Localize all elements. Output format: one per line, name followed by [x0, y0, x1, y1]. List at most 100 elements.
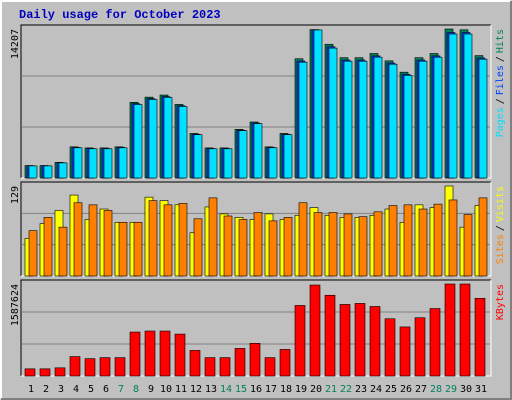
legend-entry: Visits — [495, 186, 506, 222]
panel-bevel — [20, 279, 491, 376]
x-tick-label: 20 — [310, 384, 322, 395]
x-tick-label: 21 — [325, 384, 337, 395]
bar — [118, 147, 128, 179]
bar — [429, 308, 441, 377]
bar — [268, 147, 278, 179]
bar — [238, 130, 248, 179]
bar — [463, 33, 473, 179]
bar — [99, 357, 111, 377]
bar — [28, 230, 38, 277]
bar — [298, 61, 308, 179]
bar — [73, 147, 83, 179]
panel-bevel — [20, 24, 491, 178]
bar — [459, 283, 471, 377]
bar — [73, 202, 83, 277]
x-tick-label: 22 — [340, 384, 352, 395]
y-tick-label: 1587624 — [10, 284, 21, 326]
bar — [328, 47, 338, 179]
bar — [328, 212, 338, 277]
bar — [193, 134, 203, 179]
chart-title: Daily usage for October 2023 — [19, 8, 221, 22]
legend: KBytes — [495, 284, 506, 320]
bar — [358, 216, 368, 277]
bar — [478, 197, 488, 277]
panel-bevel — [20, 181, 491, 276]
bar — [249, 342, 261, 377]
bar — [163, 97, 173, 179]
legend-entry: Sites — [495, 234, 506, 264]
x-tick-label: 25 — [385, 384, 397, 395]
bar — [24, 368, 36, 377]
bar — [474, 298, 486, 377]
bar — [58, 226, 68, 277]
x-tick-label: 24 — [370, 384, 382, 395]
bar — [39, 368, 51, 377]
legend-entry: KBytes — [495, 284, 506, 320]
bar — [69, 356, 81, 377]
x-tick-label: 10 — [160, 384, 172, 395]
x-tick-label: 13 — [205, 384, 217, 395]
x-tick-label: 9 — [148, 384, 154, 395]
x-tick-label: 2 — [43, 384, 49, 395]
bar — [339, 304, 351, 377]
y-tick-label: 129 — [10, 186, 21, 204]
bar — [174, 333, 186, 377]
x-tick-label: 26 — [400, 384, 412, 395]
bar — [388, 205, 398, 277]
bar — [129, 331, 141, 377]
bar — [384, 318, 396, 377]
bar — [253, 212, 263, 277]
bar — [208, 197, 218, 277]
bar — [43, 217, 53, 277]
bar — [163, 204, 173, 277]
bar — [343, 60, 353, 179]
x-tick-label: 12 — [190, 384, 202, 395]
bar — [388, 63, 398, 179]
bar — [133, 221, 143, 277]
x-tick-label: 15 — [235, 384, 247, 395]
bar — [189, 350, 201, 377]
x-tick-label: 28 — [430, 384, 442, 395]
x-tick-label: 29 — [445, 384, 457, 395]
bar — [403, 204, 413, 277]
x-tick-label: 8 — [133, 384, 139, 395]
x-tick-label: 7 — [118, 384, 124, 395]
bar — [354, 303, 366, 377]
bar — [58, 162, 68, 179]
bar — [178, 203, 188, 277]
x-tick-label: 5 — [88, 384, 94, 395]
bar — [309, 284, 321, 377]
bar — [43, 165, 53, 179]
bar — [118, 221, 128, 277]
legend: Pages / Files / Hits — [495, 29, 506, 137]
bar — [148, 99, 158, 179]
bar — [478, 58, 488, 179]
x-tick-label: 17 — [265, 384, 277, 395]
bar — [283, 134, 293, 179]
bar — [373, 56, 383, 179]
bar — [448, 33, 458, 179]
legend-separator: / — [495, 225, 506, 231]
legend-entry: Pages — [495, 107, 506, 137]
bar — [313, 29, 323, 179]
bar — [238, 219, 248, 277]
x-tick-label: 14 — [220, 384, 232, 395]
bar — [204, 357, 216, 377]
bar — [178, 106, 188, 179]
bar — [448, 199, 458, 277]
bar — [223, 148, 233, 179]
x-tick-label: 23 — [355, 384, 367, 395]
legend-entry: Hits — [495, 29, 506, 53]
x-tick-label: 6 — [103, 384, 109, 395]
bar — [294, 305, 306, 377]
bar — [324, 294, 336, 377]
bar — [313, 212, 323, 277]
y-tick-label: 14207 — [10, 29, 21, 59]
bar — [234, 348, 246, 377]
bar — [463, 214, 473, 277]
x-tick-label: 18 — [280, 384, 292, 395]
bar — [114, 357, 126, 377]
bar — [414, 317, 426, 377]
legend: Sites / Visits — [495, 186, 506, 264]
